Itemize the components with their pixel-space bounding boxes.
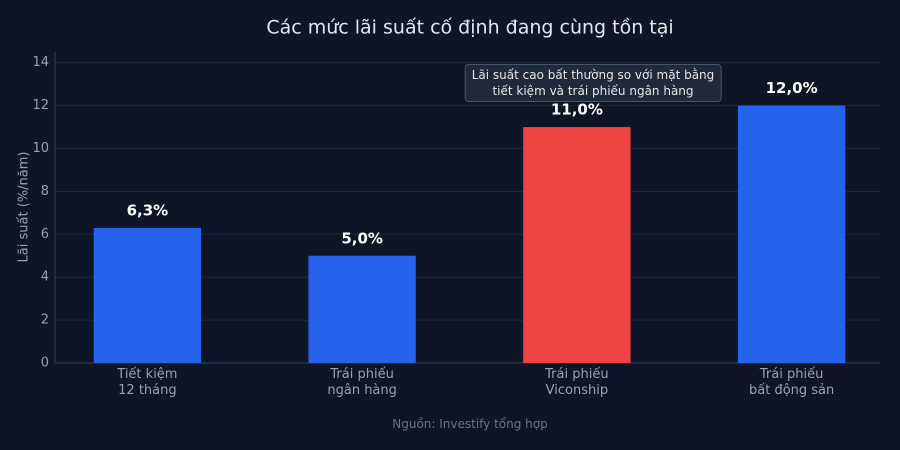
y-tick-label: 10 [32,141,49,156]
value-label: 12,0% [766,79,818,97]
y-tick-label: 4 [41,270,49,285]
chart-title: Các mức lãi suất cố định đang cùng tồn t… [266,17,673,39]
bar [737,105,846,363]
value-label: 6,3% [127,201,169,219]
value-label: 11,0% [551,101,603,119]
y-tick-label: 2 [41,313,49,328]
bar [523,127,631,363]
y-tick-label: 12 [32,98,49,113]
source-note: Nguồn: Investify tổng hợp [392,417,548,431]
annotation: Lãi suất cao bất thường so với mặt bằng … [464,64,722,102]
x-tick-label: Trái phiếu Viconship [545,367,609,398]
y-axis-label: Lãi suất (%/năm) [17,152,32,263]
x-tick-label: Trái phiếu bất động sản [748,367,835,398]
y-tick-label: 0 [41,356,49,371]
bar [93,227,202,363]
bar [308,255,416,363]
value-label: 5,0% [341,229,383,247]
y-tick-label: 6 [41,227,49,242]
y-tick-label: 14 [32,55,49,70]
y-tick-label: 8 [41,184,49,199]
x-tick-label: Trái phiếu ngân hàng [327,367,397,398]
x-tick-label: Tiết kiệm 12 tháng [117,367,178,398]
